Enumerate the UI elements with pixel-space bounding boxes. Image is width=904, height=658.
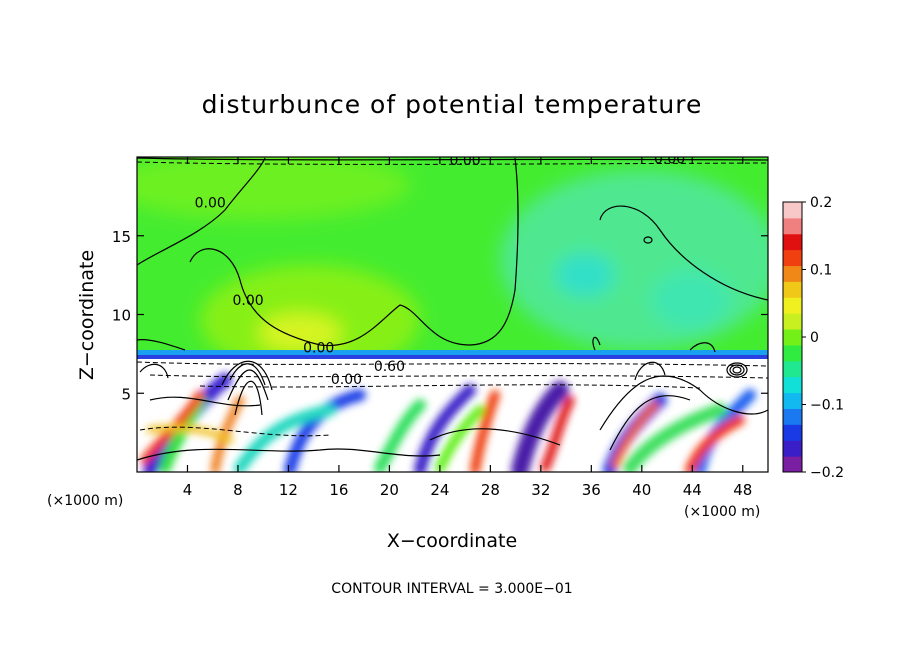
inversion-band [137, 350, 768, 359]
x-axis-label: X−coordinate [387, 530, 517, 552]
colorbar-swatch [783, 249, 802, 267]
contour-label: 0.00 [654, 151, 685, 167]
colorbar [782, 201, 803, 473]
x-tick-label: 32 [531, 481, 550, 499]
plot-area: 0.00 0.00 0.00 0.00 0.00 0.00 0.60 [137, 151, 768, 472]
colorbar-swatch [783, 344, 802, 362]
contour-label: 0.00 [331, 372, 362, 388]
colorbar-ticks: 0.2 0.1 0 −0.1 −0.2 [802, 195, 844, 481]
colorbar-tick-label: 0 [810, 330, 819, 346]
x-tick-label: 36 [582, 481, 601, 499]
warm-region-right [500, 170, 768, 350]
colorbar-swatch [783, 424, 802, 441]
dashed-contours [137, 161, 768, 437]
colorbar-swatch [783, 456, 802, 473]
x-tick-label: 48 [733, 481, 752, 499]
x-unit-right: (×1000 m) [684, 504, 760, 520]
chart-title: disturbunce of potential temperature [202, 90, 703, 119]
y-axis-label: Z−coordinate [76, 250, 98, 380]
colorbar-swatch [783, 376, 802, 394]
colorbar-tick-label: −0.2 [810, 465, 844, 481]
y-axis-ticks: 5 10 15 [112, 228, 768, 403]
colorbar-swatch [783, 217, 802, 235]
colorbar-tick-label: 0.1 [810, 263, 832, 279]
colorbar-swatch [783, 281, 802, 298]
cool-patch-2 [650, 270, 730, 330]
colorbar-swatch [783, 313, 802, 330]
contour-interval: CONTOUR INTERVAL = 3.000E−01 [331, 581, 572, 597]
colorbar-tick-label: −0.1 [810, 398, 844, 414]
colorbar-swatch [783, 440, 802, 457]
contour-label: 0.00 [450, 153, 481, 169]
contour-label: 0.00 [195, 195, 226, 211]
colorbar-swatch [783, 265, 802, 282]
x-tick-label: 16 [329, 481, 348, 499]
x-tick-label: 4 [183, 481, 193, 499]
y-tick-label: 5 [121, 385, 131, 403]
x-tick-label: 8 [233, 481, 243, 499]
warm-top [137, 157, 410, 220]
cool-patch [555, 253, 615, 297]
contour-lines [137, 157, 768, 461]
y-tick-label: 15 [112, 228, 131, 246]
colorbar-swatch [783, 329, 802, 346]
contour-label: 0.00 [303, 340, 334, 356]
turbulent-structures [140, 373, 756, 472]
x-tick-label: 24 [430, 481, 449, 499]
x-axis-ticks: 4 8 12 16 20 24 28 32 36 40 44 48 [183, 157, 752, 499]
x-tick-label: 12 [279, 481, 298, 499]
x-tick-label: 44 [683, 481, 702, 499]
x-tick-label: 20 [380, 481, 399, 499]
contour-labels: 0.00 0.00 0.00 0.00 0.00 0.00 0.60 [195, 151, 686, 388]
colorbar-tick-label: 0.2 [810, 195, 832, 211]
colorbar-swatch [783, 233, 802, 251]
colorbar-swatch [783, 408, 802, 425]
x-tick-label: 28 [481, 481, 500, 499]
x-unit-left: (×1000 m) [47, 493, 123, 509]
colorbar-swatch [783, 392, 802, 409]
warm-core [258, 313, 342, 353]
colorbar-swatch [783, 202, 802, 219]
colorbar-swatch [783, 360, 802, 378]
contour-label: 0.60 [374, 359, 405, 375]
contour-label: 0.00 [232, 293, 263, 309]
colorbar-swatch [783, 297, 802, 314]
y-tick-label: 10 [112, 307, 131, 325]
x-tick-label: 40 [632, 481, 651, 499]
